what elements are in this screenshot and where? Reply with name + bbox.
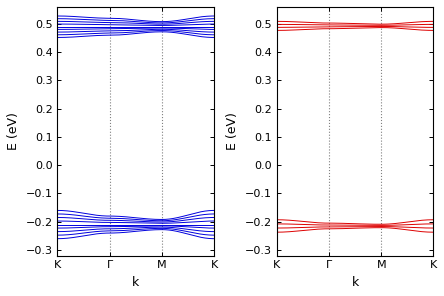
Y-axis label: E (eV): E (eV) — [226, 112, 239, 150]
X-axis label: k: k — [352, 276, 359, 289]
X-axis label: k: k — [132, 276, 139, 289]
Y-axis label: E (eV): E (eV) — [7, 112, 20, 150]
